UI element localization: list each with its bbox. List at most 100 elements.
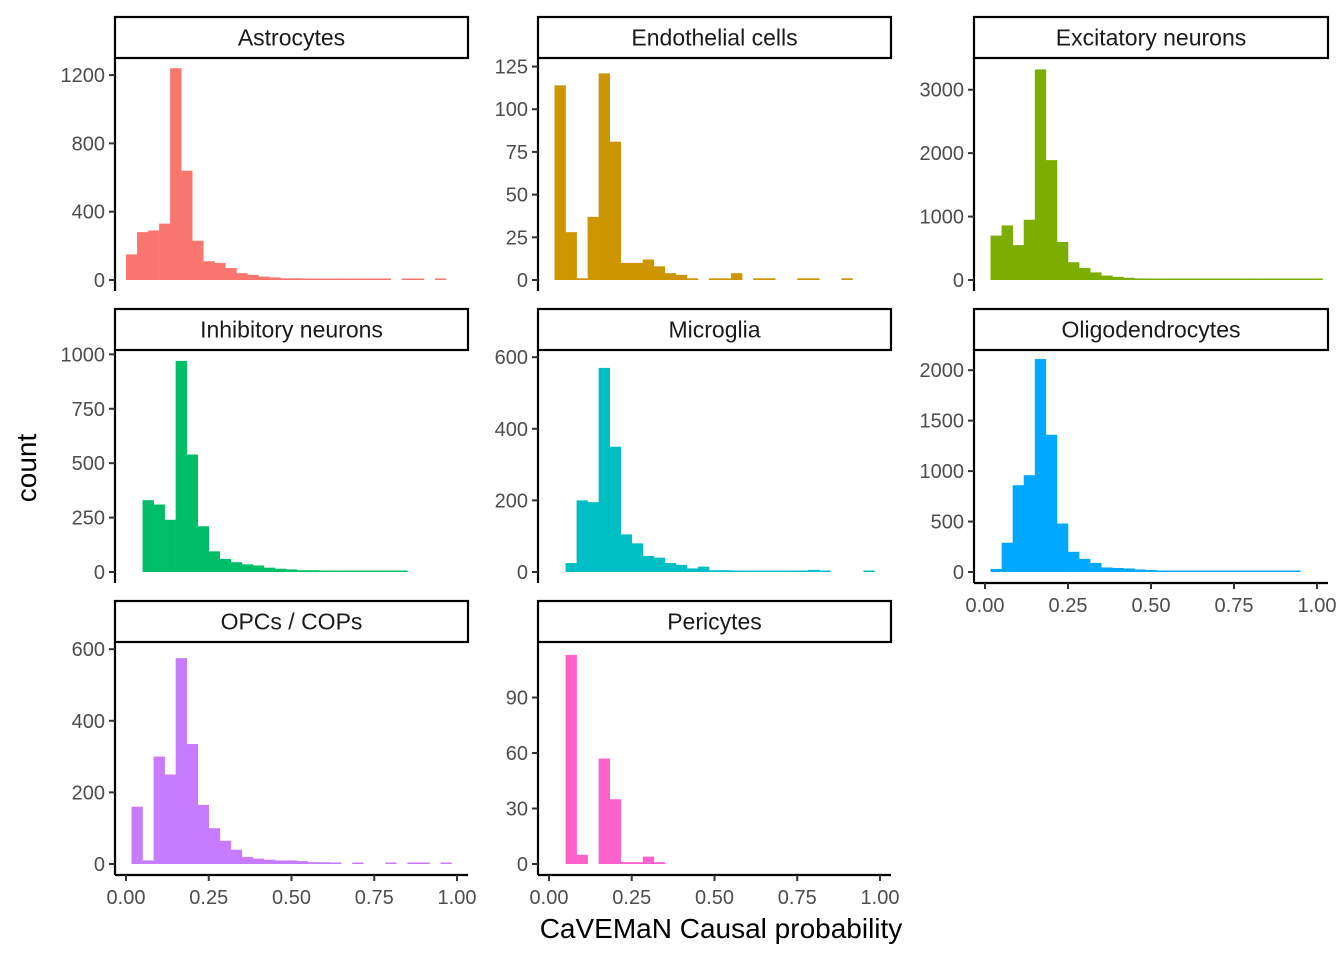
histogram-bar bbox=[753, 570, 765, 572]
y-tick-label: 200 bbox=[495, 490, 528, 512]
histogram-bar bbox=[1222, 278, 1235, 280]
histogram-bar bbox=[764, 278, 776, 280]
histogram-bar bbox=[1278, 278, 1290, 280]
histogram-bar bbox=[159, 223, 171, 280]
facet-strip-microglia bbox=[536, 307, 893, 352]
histogram-bar bbox=[352, 862, 364, 864]
histogram-bar bbox=[1256, 570, 1268, 572]
histogram-bar bbox=[297, 861, 309, 864]
x-tick-label: 0.50 bbox=[695, 887, 734, 909]
x-tick-label: 0.75 bbox=[778, 887, 817, 909]
histogram-bar bbox=[285, 569, 298, 572]
histogram-bar bbox=[620, 534, 633, 572]
histogram-bar bbox=[1278, 570, 1290, 572]
x-tick-label: 0.75 bbox=[355, 887, 394, 909]
histogram-bar bbox=[434, 278, 447, 280]
histogram-bar bbox=[1156, 570, 1168, 572]
histogram-bar bbox=[153, 756, 165, 864]
facet-title-pericytes: Pericytes bbox=[667, 609, 762, 635]
histogram-bar bbox=[192, 240, 204, 280]
histogram-bar bbox=[1289, 278, 1301, 280]
x-tick-label: 1.00 bbox=[438, 887, 477, 909]
x-tick-label: 0.50 bbox=[1132, 595, 1171, 617]
histogram-bar bbox=[1167, 570, 1179, 572]
histogram-bar bbox=[142, 500, 154, 572]
histogram-bar bbox=[1045, 160, 1058, 280]
y-tick-label: 1000 bbox=[920, 207, 965, 229]
histogram-bar bbox=[990, 235, 1002, 280]
histogram-bar bbox=[1001, 225, 1013, 280]
histogram-bar bbox=[1079, 558, 1091, 572]
histogram-bar bbox=[797, 278, 809, 280]
histogram-bar bbox=[609, 446, 622, 572]
histogram-bar bbox=[236, 273, 248, 280]
x-tick-label: 0.25 bbox=[1049, 595, 1088, 617]
histogram-bar bbox=[1167, 278, 1179, 280]
y-tick-label: 0 bbox=[517, 270, 528, 292]
x-tick-label: 0.25 bbox=[189, 887, 228, 909]
facet-strip-endothelial-cells bbox=[536, 15, 893, 60]
y-tick-label: 2000 bbox=[920, 360, 965, 382]
histogram-bar bbox=[1245, 570, 1257, 572]
x-tick-label: 0.50 bbox=[272, 887, 311, 909]
histogram-bar bbox=[291, 278, 303, 280]
y-tick-label: 400 bbox=[495, 419, 528, 441]
histogram-bar bbox=[1079, 267, 1091, 280]
histogram-bar bbox=[1090, 272, 1102, 280]
histogram-bar bbox=[1145, 569, 1157, 572]
y-tick-label: 500 bbox=[72, 453, 105, 475]
y-tick-label: 60 bbox=[506, 743, 528, 765]
histogram-bar bbox=[274, 860, 287, 864]
histogram-bar bbox=[197, 526, 210, 572]
histogram-bar bbox=[153, 504, 165, 572]
histogram-bar bbox=[1001, 542, 1013, 572]
histogram-bar bbox=[258, 276, 270, 280]
y-tick-label: 3000 bbox=[920, 80, 965, 102]
histogram-bar bbox=[797, 570, 809, 572]
histogram-bar bbox=[587, 216, 599, 280]
panel-endothelial-cells: Endothelial cells 0 25 50 75 100 125 bbox=[495, 15, 893, 292]
histogram-bar bbox=[775, 570, 787, 572]
y-tick-label: 30 bbox=[506, 799, 528, 821]
histogram-bar bbox=[1123, 568, 1135, 572]
histogram-bar bbox=[352, 570, 364, 572]
histogram-bar bbox=[148, 230, 160, 280]
histogram-bar bbox=[1289, 570, 1301, 572]
histogram-bar bbox=[252, 565, 265, 572]
histogram-bar bbox=[241, 564, 254, 572]
x-tick-label: 1.00 bbox=[1298, 595, 1337, 617]
histogram-bar bbox=[385, 862, 397, 864]
histogram-bar bbox=[1090, 562, 1102, 572]
y-tick-label: 0 bbox=[517, 854, 528, 876]
facet-strip-astrocytes bbox=[113, 15, 470, 60]
histogram-bar bbox=[1056, 523, 1069, 572]
histogram-bar bbox=[170, 68, 182, 280]
x-axis-title: CaVEMaN Causal probability bbox=[540, 913, 903, 944]
histogram-bar bbox=[269, 277, 281, 280]
histogram-bar bbox=[357, 278, 370, 280]
y-tick-label: 0 bbox=[94, 562, 105, 584]
histogram-bar bbox=[1134, 278, 1146, 280]
x-tick-label: 0.75 bbox=[1215, 595, 1254, 617]
histogram-bar bbox=[675, 564, 688, 572]
x-tick-label: 0.00 bbox=[530, 887, 569, 909]
panel-oligodendrocytes: Oligodendrocytes 0 500 1000 1500 2000 0.00 0.25… bbox=[920, 307, 1337, 617]
histogram-bar bbox=[1034, 69, 1047, 280]
y-tick-label: 0 bbox=[953, 270, 964, 292]
y-tick-label: 100 bbox=[495, 99, 528, 121]
histogram-bar bbox=[631, 262, 644, 280]
facet-title-microglia: Microglia bbox=[668, 317, 760, 343]
histogram-bar bbox=[225, 268, 237, 280]
y-tick-label: 800 bbox=[72, 133, 105, 155]
histogram-bar bbox=[1267, 278, 1279, 280]
histogram-bar bbox=[418, 862, 430, 864]
histogram-bar bbox=[1112, 276, 1124, 280]
y-tick-label: 0 bbox=[94, 270, 105, 292]
histogram-bar bbox=[576, 278, 588, 280]
histogram-bar bbox=[653, 266, 666, 280]
y-tick-label: 600 bbox=[72, 639, 105, 661]
histogram-bar bbox=[1189, 570, 1202, 572]
histogram-bar bbox=[686, 568, 699, 572]
histogram-bar bbox=[308, 570, 320, 572]
